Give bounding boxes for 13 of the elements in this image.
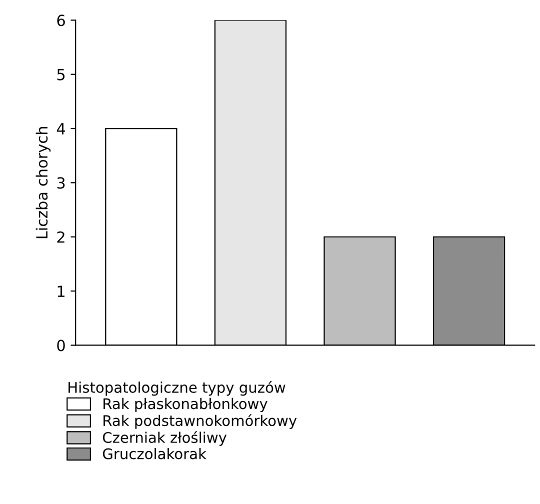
y-tick-label: 1 bbox=[58, 286, 64, 297]
legend-label: Czerniak złośliwy bbox=[102, 431, 227, 446]
legend-label: Gruczolakorak bbox=[102, 448, 206, 460]
y-tick-label: 3 bbox=[57, 177, 65, 189]
y-tick-label: 6 bbox=[57, 14, 65, 26]
y-tick-label: 2 bbox=[57, 231, 64, 243]
y-tick-label: 5 bbox=[57, 69, 65, 80]
legend-label: Rak podstawnokomórkowy bbox=[104, 414, 297, 429]
y-tick-label: 0 bbox=[57, 340, 65, 352]
legend-label: Rak płaskonabłonkowy bbox=[104, 398, 268, 412]
legend-title: Histopatologiczne typy guzów bbox=[68, 381, 286, 396]
y-tick-label: 4 bbox=[56, 123, 66, 134]
y-axis-title: Liczba chorych bbox=[36, 127, 51, 238]
